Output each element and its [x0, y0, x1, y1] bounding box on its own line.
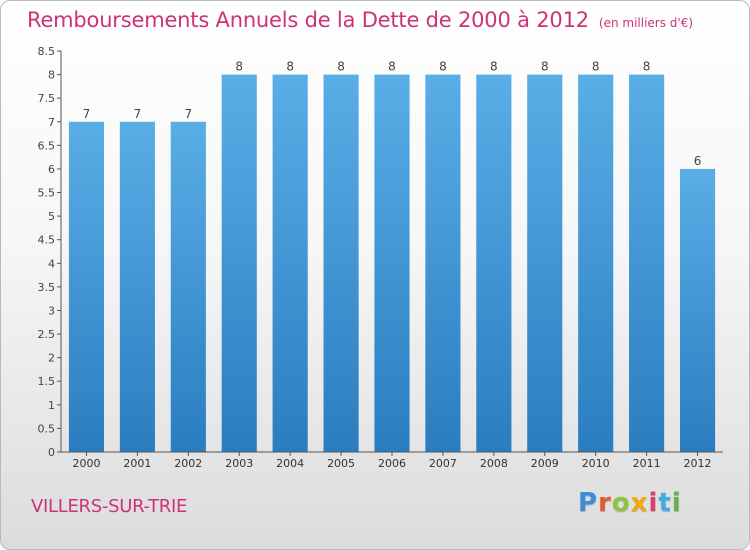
town-name: VILLERS-SUR-TRIE [31, 496, 188, 517]
bar [425, 74, 461, 453]
y-tick-label: 3.5 [38, 281, 56, 294]
logo-letter: P [578, 488, 599, 518]
bar [476, 74, 512, 453]
data-labels: 7 7 7 8 8 8 8 8 8 8 8 8 6 [83, 60, 702, 168]
bar-value-label: 8 [592, 60, 600, 74]
y-tick-label: 7 [48, 116, 55, 129]
bar [170, 121, 206, 452]
y-tick-label: 1 [48, 399, 55, 412]
y-tick-label: 5.5 [38, 187, 56, 200]
x-tick-label: 2011 [633, 457, 661, 470]
x-tick-label: 2007 [429, 457, 457, 470]
x-tick-label: 2001 [123, 457, 151, 470]
y-tick-label: 6.5 [38, 139, 56, 152]
bar [629, 74, 665, 453]
bar-value-label: 8 [337, 60, 345, 74]
bar [323, 74, 359, 453]
logo-letter: x [630, 488, 649, 518]
bar-value-label: 8 [490, 60, 498, 74]
x-tick-label: 2008 [480, 457, 508, 470]
y-axis: 0 0.5 1 1.5 2 2.5 3 3.5 4 4.5 5 5.5 6 6.5 7 7.5 8 8.5 [38, 45, 62, 459]
bar-value-label: 7 [83, 107, 91, 121]
bar [272, 74, 308, 453]
bar [578, 74, 614, 453]
x-tick-label: 2000 [72, 457, 100, 470]
logo-letter: t [658, 488, 672, 518]
y-tick-label: 7.5 [38, 92, 56, 105]
bar-value-label: 8 [541, 60, 549, 74]
y-tick-label: 2 [48, 352, 55, 365]
y-tick-label: 6 [48, 163, 55, 176]
x-tick-label: 2003 [225, 457, 253, 470]
y-tick-label: 8 [48, 69, 55, 82]
y-tick-label: 1.5 [38, 375, 56, 388]
bar-value-label: 7 [134, 107, 142, 121]
y-tick-label: 0 [48, 446, 55, 459]
x-tick-label: 2009 [531, 457, 559, 470]
bar-value-label: 7 [184, 107, 192, 121]
bar-value-label: 8 [643, 60, 651, 74]
bar [527, 74, 563, 453]
x-tick-label: 2010 [582, 457, 610, 470]
logo-letter: o [611, 488, 631, 518]
x-tick-label: 2005 [327, 457, 355, 470]
bar-value-label: 8 [388, 60, 396, 74]
bar [119, 121, 155, 452]
chart-title-line: Remboursements Annuels de la Dette de 20… [27, 8, 693, 32]
y-tick-label: 4.5 [38, 234, 56, 247]
chart-title: Remboursements Annuels de la Dette de 20… [27, 8, 589, 32]
bar-value-label: 8 [286, 60, 294, 74]
x-tick-label: 2004 [276, 457, 304, 470]
logo-letter: r [598, 488, 612, 518]
y-tick-label: 5 [48, 210, 55, 223]
bar-value-label: 8 [439, 60, 447, 74]
y-tick-label: 3 [48, 304, 55, 317]
bar [221, 74, 257, 453]
x-axis: 2000 2001 2002 2003 2004 2005 2006 2007 2008 2009… [61, 451, 723, 470]
bar [374, 74, 410, 453]
y-tick-label: 0.5 [38, 422, 56, 435]
bar-value-label: 8 [235, 60, 243, 74]
logo-letter: i [671, 488, 682, 518]
bars [68, 74, 716, 453]
y-tick-label: 2.5 [38, 328, 56, 341]
y-tick-label: 4 [48, 257, 55, 270]
bar-value-label: 6 [694, 154, 702, 168]
chart-unit: (en milliers d'€) [598, 16, 694, 30]
x-tick-label: 2002 [174, 457, 202, 470]
x-tick-label: 2012 [684, 457, 712, 470]
proxiti-logo[interactable]: Proxiti [578, 488, 682, 518]
x-tick-label: 2006 [378, 457, 406, 470]
logo-letter: i [648, 488, 659, 518]
bar [68, 121, 105, 452]
bar [679, 168, 716, 453]
y-tick-label: 8.5 [38, 45, 56, 58]
